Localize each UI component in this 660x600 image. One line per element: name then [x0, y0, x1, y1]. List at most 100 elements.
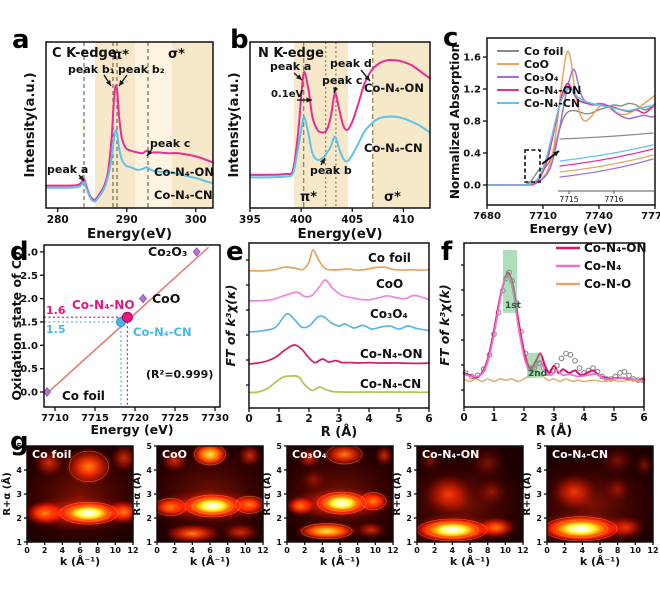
chart-text: 7716 [604, 195, 623, 204]
chart-text: Normalized Absorption [448, 44, 462, 199]
chart-text: 1.6 [46, 304, 66, 317]
chart-text: 6 [467, 546, 473, 555]
chart-text: Co foil [62, 389, 105, 403]
chart-text: 0 [284, 546, 290, 555]
chart-text: 6 [207, 546, 213, 555]
chart-text: 7740 [585, 211, 613, 222]
chart-text: Co-N₄-ON [422, 448, 479, 461]
chart-text: 5 [536, 442, 542, 451]
chart-text: 405 [341, 214, 363, 226]
chart-text: 7715 [81, 413, 109, 424]
chart-text: π* [300, 190, 317, 205]
chart-text: Co foil [524, 45, 563, 58]
chart-text: 4 [60, 546, 66, 555]
chart-text: 2.5 [20, 271, 38, 282]
chart-text: R+α (Å) [520, 472, 533, 515]
heatmap-coo [157, 446, 263, 542]
chart-text: 0 [544, 546, 550, 555]
chart-text: 0.8 [463, 117, 481, 128]
panel-letter-e: e [226, 237, 244, 267]
chart-text: 7720 [121, 413, 149, 424]
chart-text: Intensity(a.u.) [227, 72, 242, 177]
chart-text: 10 [240, 546, 252, 555]
chart-text: 0.1eV [271, 89, 303, 100]
chart-text: peak b₁ [68, 63, 115, 76]
chart-text: 2 [406, 514, 412, 523]
panel-letter-a: a [12, 25, 30, 55]
chart-text: 0.4 [463, 149, 481, 160]
chart-text: CoO [162, 448, 187, 461]
chart-text: Co-N₄-ON [154, 165, 214, 179]
chart-text: 1 [490, 412, 497, 424]
chart-text: k (Å⁻¹) [450, 555, 490, 568]
chart-text: C K-edge [52, 46, 117, 61]
chart-text: peak c [150, 137, 190, 150]
chart-text: Co₂O₃ [148, 244, 187, 259]
panel-letter-f: f [441, 237, 453, 267]
chart-text: 3 [335, 413, 342, 425]
chart-text: Energy(eV) [87, 226, 172, 242]
chart-text: Co-N₄-ON [364, 81, 424, 95]
chart-text: Co foil [368, 251, 411, 265]
chart-text: N K-edge [258, 46, 324, 61]
chart-text: 3.0 [20, 247, 38, 258]
chart-text: 2 [432, 546, 438, 555]
panel-letter-b: b [230, 25, 249, 55]
chart-text: 0.5 [20, 364, 38, 375]
chart-text: 5 [610, 412, 617, 424]
chart-text: 7715 [559, 195, 578, 204]
chart-text: Co-N₄-CN [133, 325, 192, 339]
chart-text: 400 [290, 214, 312, 226]
chart-text: FT of k³χ(κ) [223, 285, 238, 367]
chart-text: 1 [276, 538, 282, 547]
chart-text: Co foil [32, 448, 71, 461]
chart-text: 7680 [473, 211, 501, 222]
chart-text: 1 [536, 538, 542, 547]
chart-text: Co-N₄-CN [552, 448, 608, 461]
chart-text: 1 [146, 538, 152, 547]
chart-text: 8 [225, 546, 231, 555]
chart-text: 8 [485, 546, 491, 555]
chart-text: π* [112, 48, 129, 63]
chart-text: 4 [365, 413, 372, 425]
chart-text: 2.0 [20, 294, 38, 305]
panel-letter-c: c [443, 23, 459, 53]
chart-text: 4 [276, 466, 282, 475]
chart-text: 3 [146, 490, 152, 499]
chart-text: 2 [172, 546, 178, 555]
chart-text: k (Å⁻¹) [580, 555, 620, 568]
chart-text: Co-N₄-ON [360, 347, 423, 361]
chart-text: Co-N₄-CN [154, 188, 213, 202]
chart-text: 4 [16, 466, 22, 475]
chart-text: 1 [406, 538, 412, 547]
chart-text: 10 [630, 546, 642, 555]
chart-text: 5 [276, 442, 282, 451]
chart-text: 4 [146, 466, 152, 475]
chart-text: 4 [406, 466, 412, 475]
chart-text: 0 [245, 413, 252, 425]
chart-text: 10 [500, 546, 512, 555]
chart-text: 1 [275, 413, 282, 425]
chart-text: CoO [152, 291, 180, 306]
chart-text: 0 [24, 546, 30, 555]
chart-text: 4 [580, 546, 586, 555]
chart-text: Co-N-O [584, 277, 631, 291]
chart-text: 0 [154, 546, 160, 555]
chart-text: Co-N₄ [584, 259, 621, 273]
chart-text: 0 [460, 412, 467, 424]
chart-text: R+α (Å) [390, 472, 403, 515]
chart-text: 0.0 [20, 388, 38, 399]
chart-text: R (Å) [536, 423, 572, 439]
chart-text: Energy (eV) [529, 221, 612, 236]
chart-text: 6 [337, 546, 343, 555]
chart-text: R+α (Å) [130, 472, 143, 515]
chart-text: (R²=0.999) [146, 368, 213, 381]
chart-text: Co₃O₄ [292, 448, 327, 461]
chart-text: 395 [239, 214, 261, 226]
chart-text: 6 [640, 412, 647, 424]
chart-text: 10 [370, 546, 382, 555]
chart-text: 1.0 [20, 341, 38, 352]
chart-text: 7730 [201, 413, 229, 424]
chart-text: CoO [376, 277, 403, 291]
